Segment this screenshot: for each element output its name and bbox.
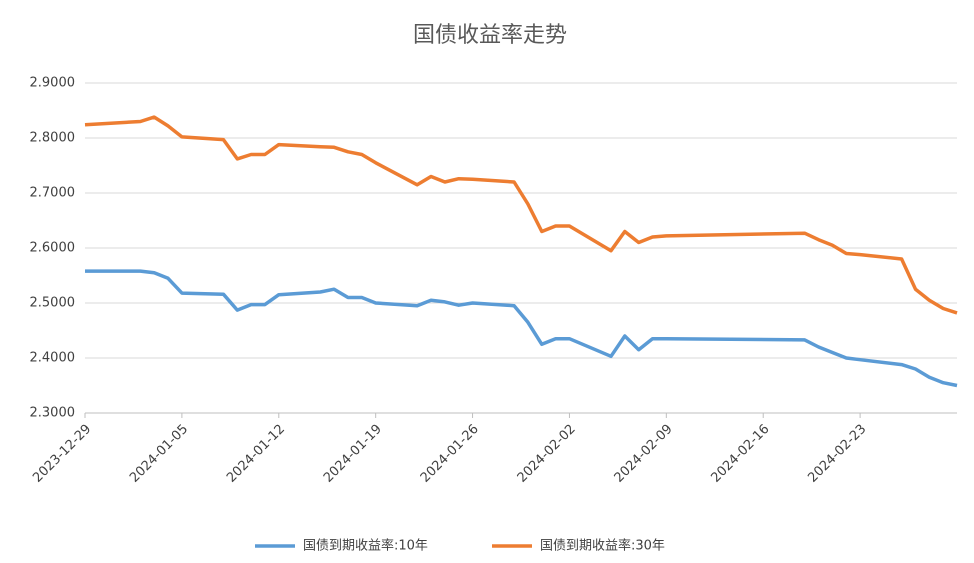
chart-title: 国债收益率走势 (413, 23, 567, 48)
x-tick-label: 2024-01-12 (224, 422, 288, 486)
y-tick-label: 2.8000 (30, 131, 76, 146)
x-tick-label: 2024-02-02 (515, 422, 579, 486)
legend-label: 国债到期收益率:30年 (540, 538, 665, 554)
y-tick-label: 2.7000 (30, 186, 76, 201)
y-tick-label: 2.9000 (30, 76, 76, 91)
x-tick-label: 2024-02-16 (708, 422, 772, 486)
x-tick-label: 2023-12-29 (30, 422, 94, 486)
legend-label: 国债到期收益率:10年 (303, 538, 428, 554)
x-tick-label: 2024-01-26 (418, 422, 482, 486)
y-tick-label: 2.3000 (30, 406, 76, 421)
series-line (85, 269, 958, 388)
x-tick-label: 2024-01-05 (127, 422, 191, 486)
y-tick-label: 2.4000 (30, 351, 76, 366)
series-line (84, 115, 958, 315)
y-tick-label: 2.6000 (30, 241, 76, 256)
x-tick-label: 2024-02-09 (612, 422, 676, 486)
x-tick-label: 2024-02-23 (805, 422, 869, 486)
x-tick-label: 2024-01-19 (321, 422, 385, 486)
y-tick-label: 2.5000 (30, 296, 76, 311)
